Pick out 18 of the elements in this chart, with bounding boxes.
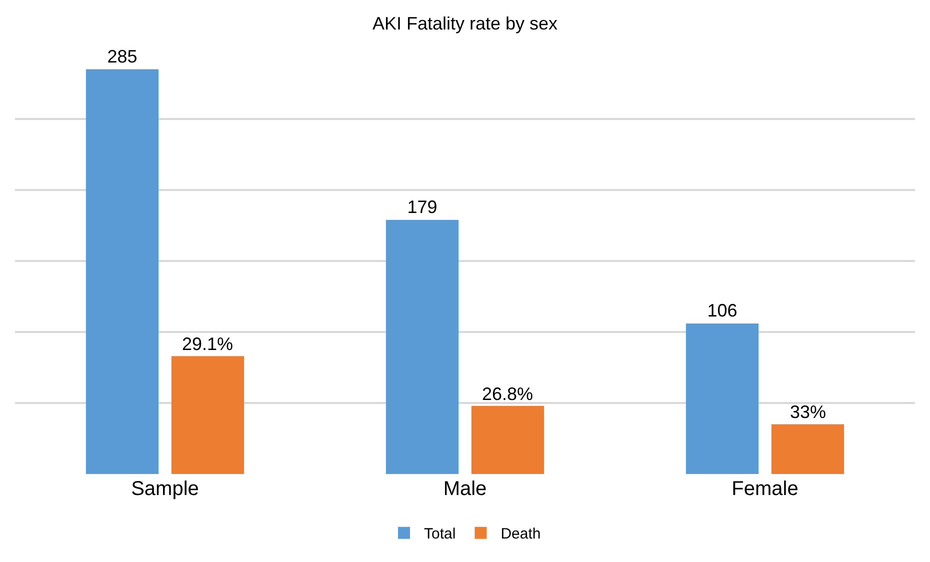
data-label: 179	[407, 196, 438, 217]
bar	[386, 220, 459, 474]
bar	[686, 323, 759, 474]
bar	[86, 69, 159, 474]
chart-title: AKI Fatality rate by sex	[372, 13, 558, 34]
annotation: 33%	[790, 402, 826, 422]
bar	[771, 424, 844, 474]
legend-label: Total	[424, 526, 456, 543]
legend-label: Death	[500, 526, 541, 543]
bar	[471, 406, 544, 474]
x-tick-label: Sample	[131, 478, 199, 500]
x-tick-label: Male	[443, 478, 487, 500]
data-label: 285	[107, 46, 138, 66]
bar	[171, 356, 244, 474]
annotation: 29.1%	[182, 334, 234, 354]
annotation: 26.8%	[482, 384, 534, 404]
data-label: 106	[707, 300, 738, 320]
x-tick-label: Female	[732, 478, 798, 500]
